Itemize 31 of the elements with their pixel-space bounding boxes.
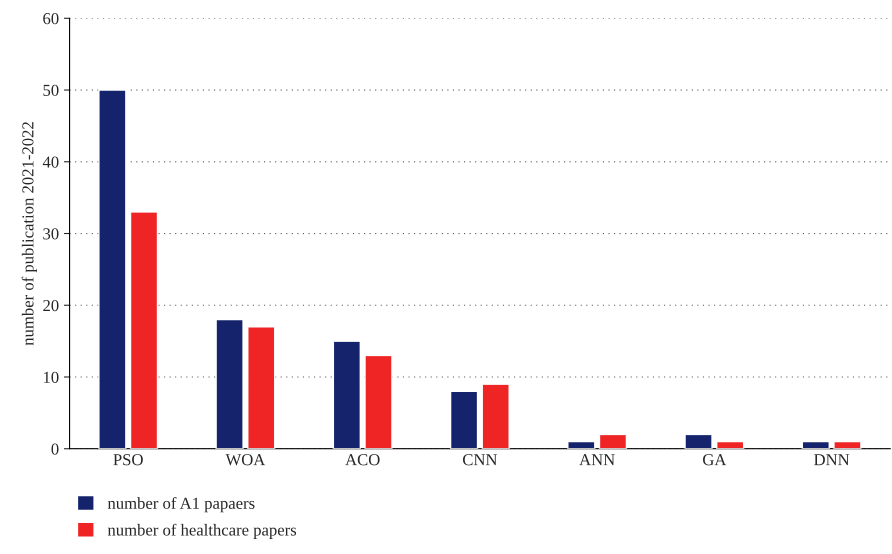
- bar: [450, 390, 478, 449]
- bar: [364, 354, 393, 449]
- y-tick-label: 10: [44, 372, 59, 383]
- bar: [215, 318, 244, 449]
- y-tick-label: 0: [51, 443, 59, 455]
- x-tick-label: ACO: [345, 454, 380, 466]
- bar: [833, 440, 862, 449]
- bar: [598, 434, 628, 449]
- y-tick-label: 30: [43, 228, 59, 240]
- y-tick-label: 40: [42, 156, 59, 168]
- legend-label: number of A1 papaers: [108, 497, 254, 512]
- bar: [567, 440, 596, 449]
- x-tick-label: GA: [703, 454, 726, 466]
- bar: [716, 440, 744, 449]
- bar: [247, 326, 276, 449]
- y-tick-label: 20: [43, 300, 59, 312]
- x-tick-label: ANN: [579, 454, 615, 466]
- bar: [802, 440, 830, 449]
- bar: [482, 383, 510, 449]
- bar: [684, 434, 713, 449]
- bar: [98, 89, 127, 449]
- y-tick-label: 50: [43, 84, 59, 96]
- y-tick-label: 60: [43, 12, 59, 24]
- x-tick-label: CNN: [462, 454, 498, 466]
- bar: [130, 211, 158, 449]
- x-tick-label: WOA: [226, 454, 266, 466]
- y-axis-title: number of publication 2021-2022: [22, 122, 37, 346]
- legend-label: number of healthcare papers: [108, 524, 296, 539]
- bar: [332, 340, 362, 449]
- x-tick-label: PSO: [113, 454, 143, 466]
- x-tick-label: DNN: [814, 454, 850, 466]
